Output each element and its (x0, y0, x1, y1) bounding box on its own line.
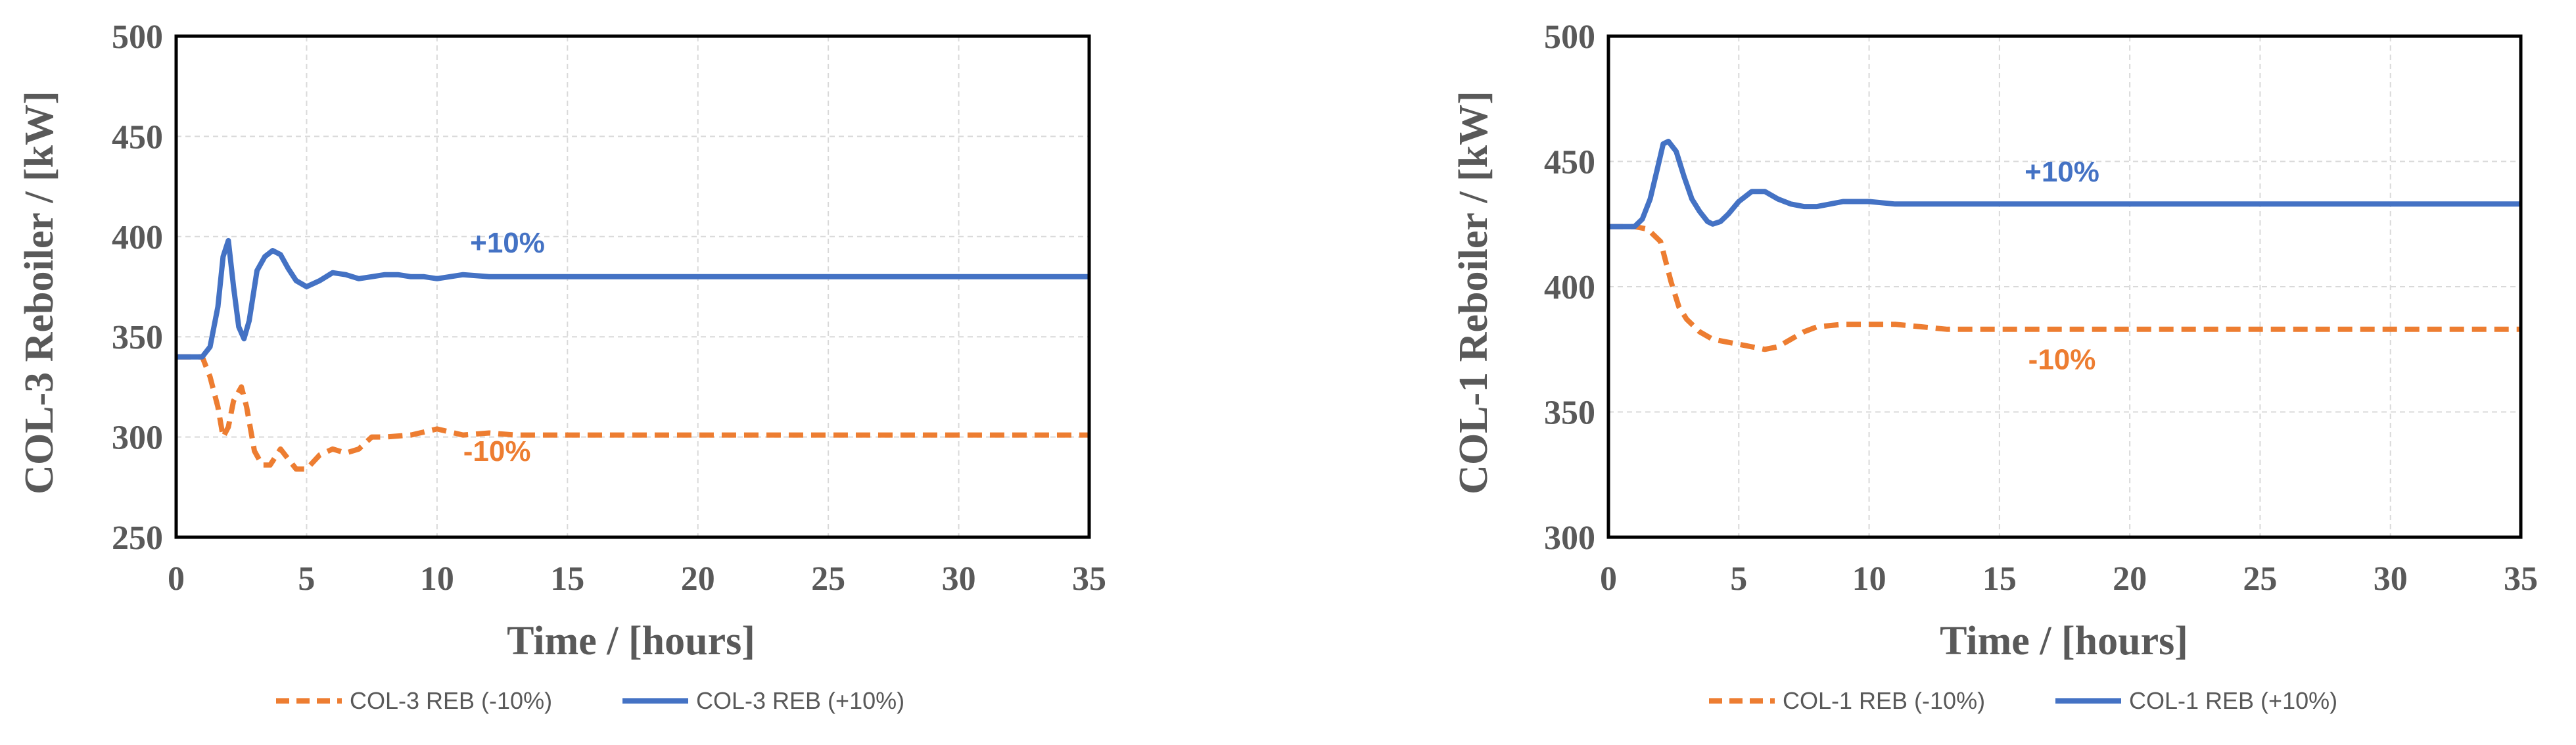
chart-col1-reboiler: COL-1 Reboiler / [kW] Time / [hours] 300… (1451, 18, 2538, 714)
legend-label: COL-1 REB (+10%) (2129, 687, 2337, 714)
series-line-1 (1608, 139, 2521, 229)
x-axis-title: Time / [hours] (507, 619, 755, 663)
series-annotation: +10% (2025, 156, 2099, 188)
series-annotation: -10% (2028, 344, 2096, 376)
x-tick-label: 35 (1072, 560, 1106, 598)
x-tick-label: 5 (1730, 560, 1747, 598)
series-annotation: +10% (470, 227, 545, 259)
y-tick-label: 400 (1544, 269, 1595, 306)
legend-label: COL-3 REB (-10%) (350, 687, 552, 714)
y-tick-label: 350 (1544, 395, 1595, 432)
x-axis-title: Time / [hours] (1940, 619, 2188, 663)
x-tick-label: 10 (420, 560, 454, 598)
y-tick-label: 350 (112, 319, 163, 356)
x-tick-label: 25 (2243, 560, 2277, 598)
y-tick-label: 450 (112, 118, 163, 156)
x-tick-label: 15 (550, 560, 584, 598)
y-axis-title: COL-1 Reboiler / [kW] (1451, 91, 1496, 494)
y-axis-title: COL-3 Reboiler / [kW] (17, 91, 62, 494)
y-tick-label: 250 (112, 519, 163, 557)
plot-frame (1606, 34, 2523, 539)
x-tick-label: 15 (1982, 560, 2017, 598)
x-tick-label: 5 (298, 560, 315, 598)
series-line-0 (1608, 224, 2521, 352)
x-tick-label: 30 (2374, 560, 2408, 598)
legend-label: COL-1 REB (-10%) (1783, 687, 1985, 714)
plot-frame (174, 34, 1091, 539)
x-tick-label: 0 (168, 560, 185, 598)
x-tick-label: 35 (2504, 560, 2538, 598)
y-tick-label: 450 (1544, 144, 1595, 181)
x-tick-label: 20 (2113, 560, 2147, 598)
y-tick-label: 300 (112, 420, 163, 457)
y-tick-label: 500 (112, 18, 163, 56)
x-tick-label: 25 (811, 560, 845, 598)
y-tick-label: 400 (112, 219, 163, 256)
legend-label: COL-3 REB (+10%) (696, 687, 904, 714)
y-tick-label: 300 (1544, 519, 1595, 557)
series-annotation: -10% (463, 435, 531, 468)
x-tick-label: 20 (681, 560, 715, 598)
y-tick-label: 500 (1544, 18, 1595, 56)
x-tick-label: 30 (942, 560, 976, 598)
x-tick-label: 10 (1852, 560, 1886, 598)
series-line-1 (176, 237, 1089, 360)
x-tick-label: 0 (1600, 560, 1617, 598)
series-line-0 (176, 354, 1089, 472)
chart-col3-reboiler: COL-3 Reboiler / [kW] Time / [hours] 250… (17, 18, 1106, 714)
